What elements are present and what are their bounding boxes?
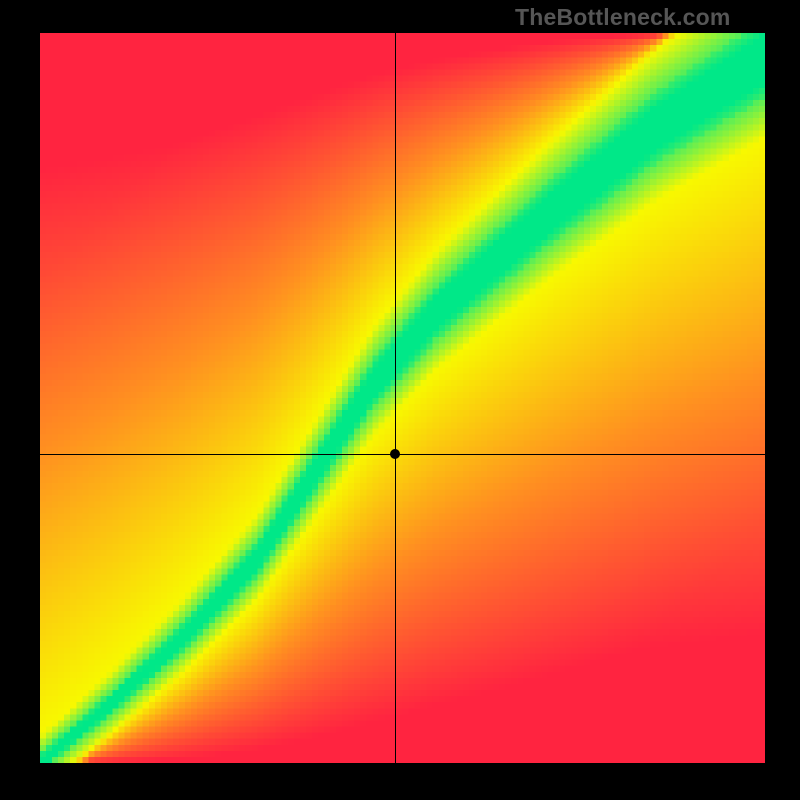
watermark-text: TheBottleneck.com <box>515 4 731 31</box>
crosshair-vertical <box>395 33 396 763</box>
plot-area <box>40 33 765 763</box>
heatmap-canvas <box>40 33 765 763</box>
crosshair-horizontal <box>40 454 765 455</box>
